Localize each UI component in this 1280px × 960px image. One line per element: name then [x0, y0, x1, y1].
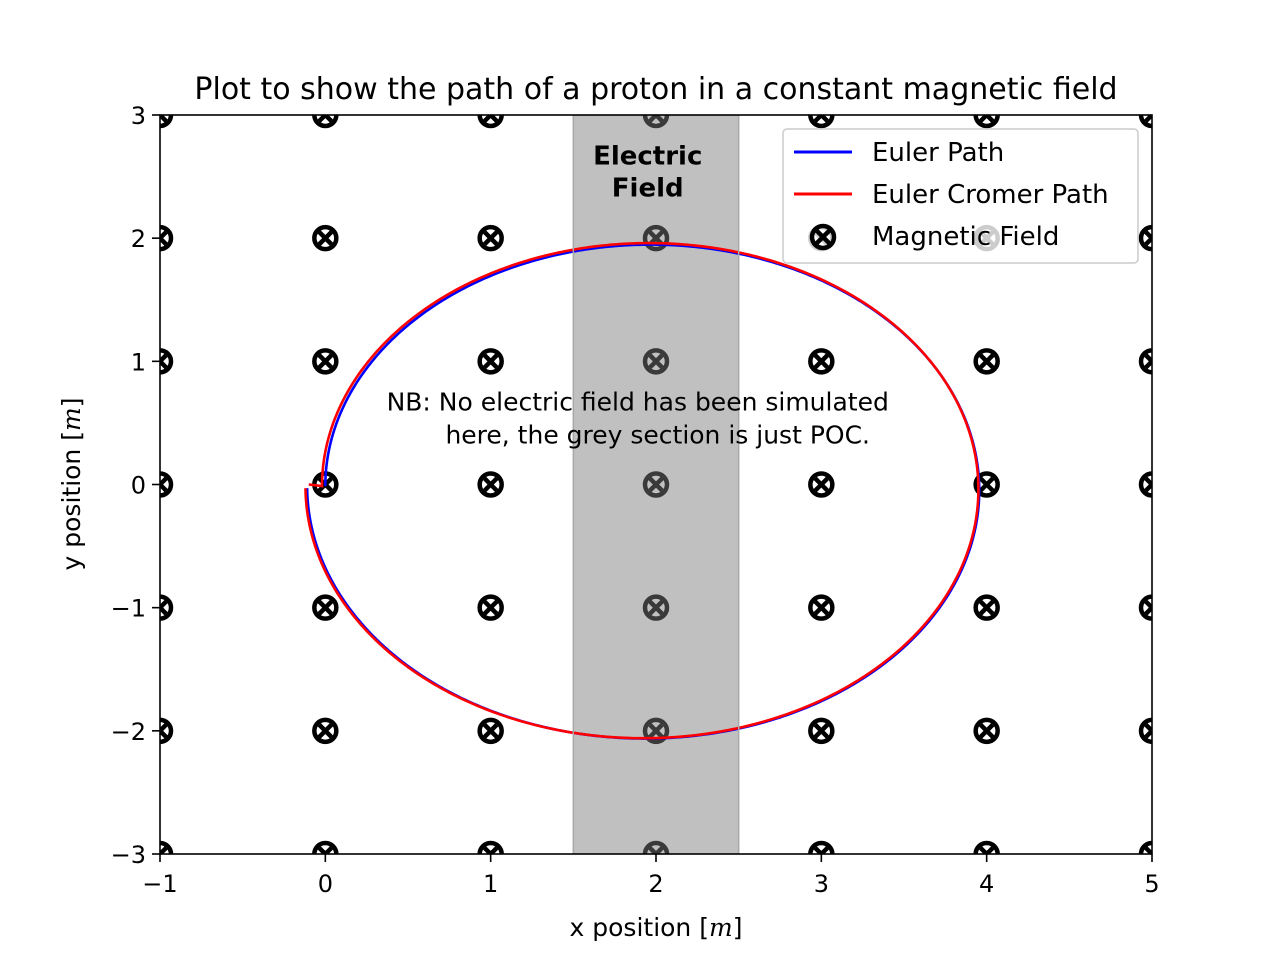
magnetic-field-marker: [808, 840, 835, 854]
magnetic-field-marker: [973, 471, 1000, 498]
magnetic-field-marker: [642, 717, 670, 745]
x-axis-unit: m: [709, 913, 733, 942]
magnetic-field-marker: [973, 115, 1000, 129]
legend-label-magnetic-field: Magnetic Field: [872, 222, 1059, 252]
magnetic-field-marker: [312, 348, 339, 375]
legend-frame: [782, 128, 1139, 264]
magnetic-field-marker: [1138, 471, 1152, 498]
magnetic-field-marker: [160, 594, 174, 621]
y-tick-label: 3: [131, 102, 146, 130]
electric-field-overlay: [573, 115, 739, 854]
x-tick-label: 1: [483, 870, 498, 898]
magnetic-field-marker: [312, 717, 339, 745]
magnetic-field-marker: [973, 594, 1000, 621]
magnetic-field-marker: [808, 115, 835, 129]
x-axis-ticks: −1 0 1 2 3 4 5: [142, 854, 1160, 898]
x-tick-label: 5: [1144, 870, 1159, 898]
magnetic-field-marker: [973, 717, 1000, 745]
annotation-line: here, the grey section is just POC.: [445, 421, 870, 450]
magnetic-field-marker: [477, 224, 504, 252]
magnetic-field-marker: [808, 717, 835, 745]
magnetic-field-marker: [642, 840, 670, 854]
annotation-line: NB: No electric field has been simulated: [387, 388, 889, 417]
x-tick-label: 0: [318, 870, 333, 898]
magnetic-field-marker: [1138, 594, 1152, 621]
magnetic-field-marker: [973, 840, 1000, 854]
magnetic-field-marker: [642, 348, 670, 375]
magnetic-field-marker: [477, 471, 504, 498]
magnetic-field-marker: [312, 594, 339, 621]
x-axis-label: x position [m]: [570, 913, 743, 942]
magnetic-field-markers: [160, 115, 1152, 854]
magnetic-field-marker: [312, 224, 339, 252]
chart-title: Plot to show the path of a proton in a c…: [194, 72, 1117, 107]
y-tick-label: −1: [111, 595, 146, 623]
x-tick-label: 2: [648, 870, 663, 898]
magnetic-field-marker: [160, 224, 174, 252]
annotation-note: NB: No electric field has been simulated…: [387, 388, 889, 450]
magnetic-field-marker: [1138, 224, 1152, 252]
magnetic-field-marker: [160, 348, 174, 375]
x-axis-label-prefix: x position: [570, 913, 700, 942]
y-tick-label: 1: [131, 348, 146, 376]
magnetic-field-marker: [973, 348, 1000, 375]
magnetic-field-marker: [312, 840, 339, 854]
magnetic-field-marker: [808, 348, 835, 375]
magnetic-field-marker: [477, 348, 504, 375]
legend-label-euler-path: Euler Path: [872, 138, 1004, 168]
legend: Euler Path Euler Cromer Path Magnetic Fi…: [782, 128, 1139, 264]
y-tick-label: 2: [131, 225, 146, 253]
x-tick-label: 3: [814, 870, 829, 898]
magnetic-field-marker: [1138, 348, 1152, 375]
magnetic-field-marker: [1138, 840, 1152, 854]
magnetic-field-marker: [1138, 717, 1152, 745]
y-axis-label-prefix: y position: [57, 441, 86, 571]
y-tick-label: −2: [111, 718, 146, 746]
magnetic-field-marker: [1138, 115, 1152, 129]
legend-swatch-magnetic-field: [809, 223, 837, 251]
x-tick-label: −1: [142, 870, 177, 898]
legend-label-euler-cromer-path: Euler Cromer Path: [872, 180, 1109, 210]
magnetic-field-marker: [160, 840, 174, 854]
magnetic-field-marker: [477, 594, 504, 621]
y-axis-ticks: −3 −2 −1 0 1 2 3: [111, 102, 160, 869]
magnetic-field-marker: [477, 840, 504, 854]
magnetic-field-marker: [808, 471, 835, 498]
magnetic-field-marker: [642, 594, 670, 621]
y-tick-label: 0: [131, 472, 146, 500]
x-tick-label: 4: [979, 870, 994, 898]
electric-field-label-line: Electric: [593, 141, 702, 171]
magnetic-field-marker: [642, 115, 670, 129]
magnetic-field-marker: [477, 115, 504, 129]
y-axis-label: y position [m]: [57, 398, 86, 571]
magnetic-field-marker: [312, 115, 339, 129]
magnetic-field-marker: [160, 115, 174, 129]
legend-magnetic-marker: [809, 223, 837, 251]
magnetic-field-marker: [160, 471, 174, 498]
magnetic-field-marker: [642, 471, 670, 498]
y-axis-unit: m: [57, 407, 86, 431]
magnetic-field-marker: [477, 717, 504, 745]
y-tick-label: −3: [111, 841, 146, 869]
electric-field-label-line: Field: [612, 173, 684, 203]
magnetic-field-marker: [808, 594, 835, 621]
magnetic-field-marker: [160, 717, 174, 745]
euler-cromer-path-line: [304, 241, 980, 740]
